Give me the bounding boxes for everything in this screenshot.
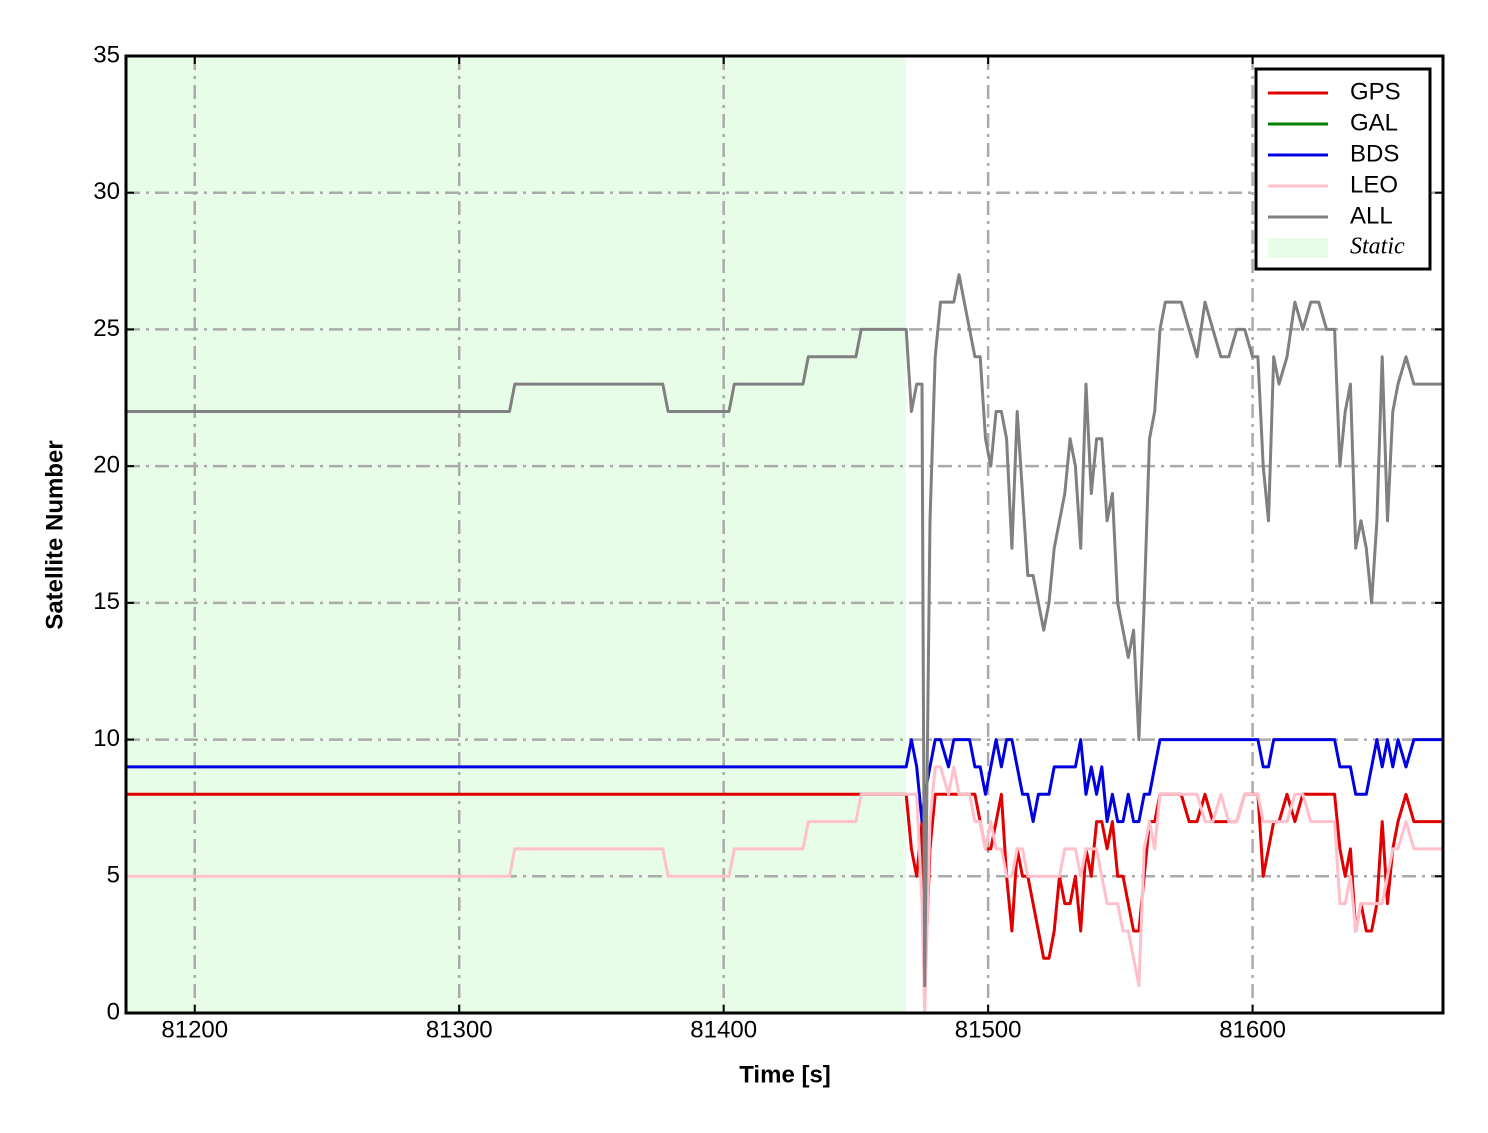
y-tick-label: 0 xyxy=(107,998,120,1025)
legend-label: ALL xyxy=(1350,202,1393,229)
x-tick-label: 81200 xyxy=(161,1016,228,1043)
y-tick-label: 15 xyxy=(93,588,120,615)
series-line xyxy=(126,765,1443,1015)
y-tick-label: 25 xyxy=(93,315,120,342)
y-axis-label: Satellite Number xyxy=(41,440,68,629)
x-tick-label: 81600 xyxy=(1219,1016,1286,1043)
static-span xyxy=(126,56,907,1013)
legend-label: BDS xyxy=(1350,140,1399,167)
x-tick-label: 81500 xyxy=(955,1016,1022,1043)
plot-frame xyxy=(124,54,1445,1015)
series-line xyxy=(126,792,1443,988)
legend-label: LEO xyxy=(1350,171,1398,198)
legend-swatch xyxy=(1268,238,1328,258)
y-tick-label: 30 xyxy=(93,178,120,205)
y-tick-label: 5 xyxy=(107,862,120,889)
legend-label: Static xyxy=(1350,234,1405,260)
y-tick-label: 10 xyxy=(93,725,120,752)
series-line xyxy=(126,273,1443,988)
legend-box xyxy=(1254,67,1432,271)
x-tick-label: 81400 xyxy=(690,1016,757,1043)
x-tick-label: 81300 xyxy=(426,1016,493,1043)
series-line xyxy=(126,738,1443,824)
legend-label: GPS xyxy=(1350,78,1401,105)
legend-label: GAL xyxy=(1350,109,1398,136)
y-tick-label: 20 xyxy=(93,451,120,478)
y-tick-label: 35 xyxy=(93,41,120,68)
x-axis-label: Time [s] xyxy=(739,1061,831,1088)
